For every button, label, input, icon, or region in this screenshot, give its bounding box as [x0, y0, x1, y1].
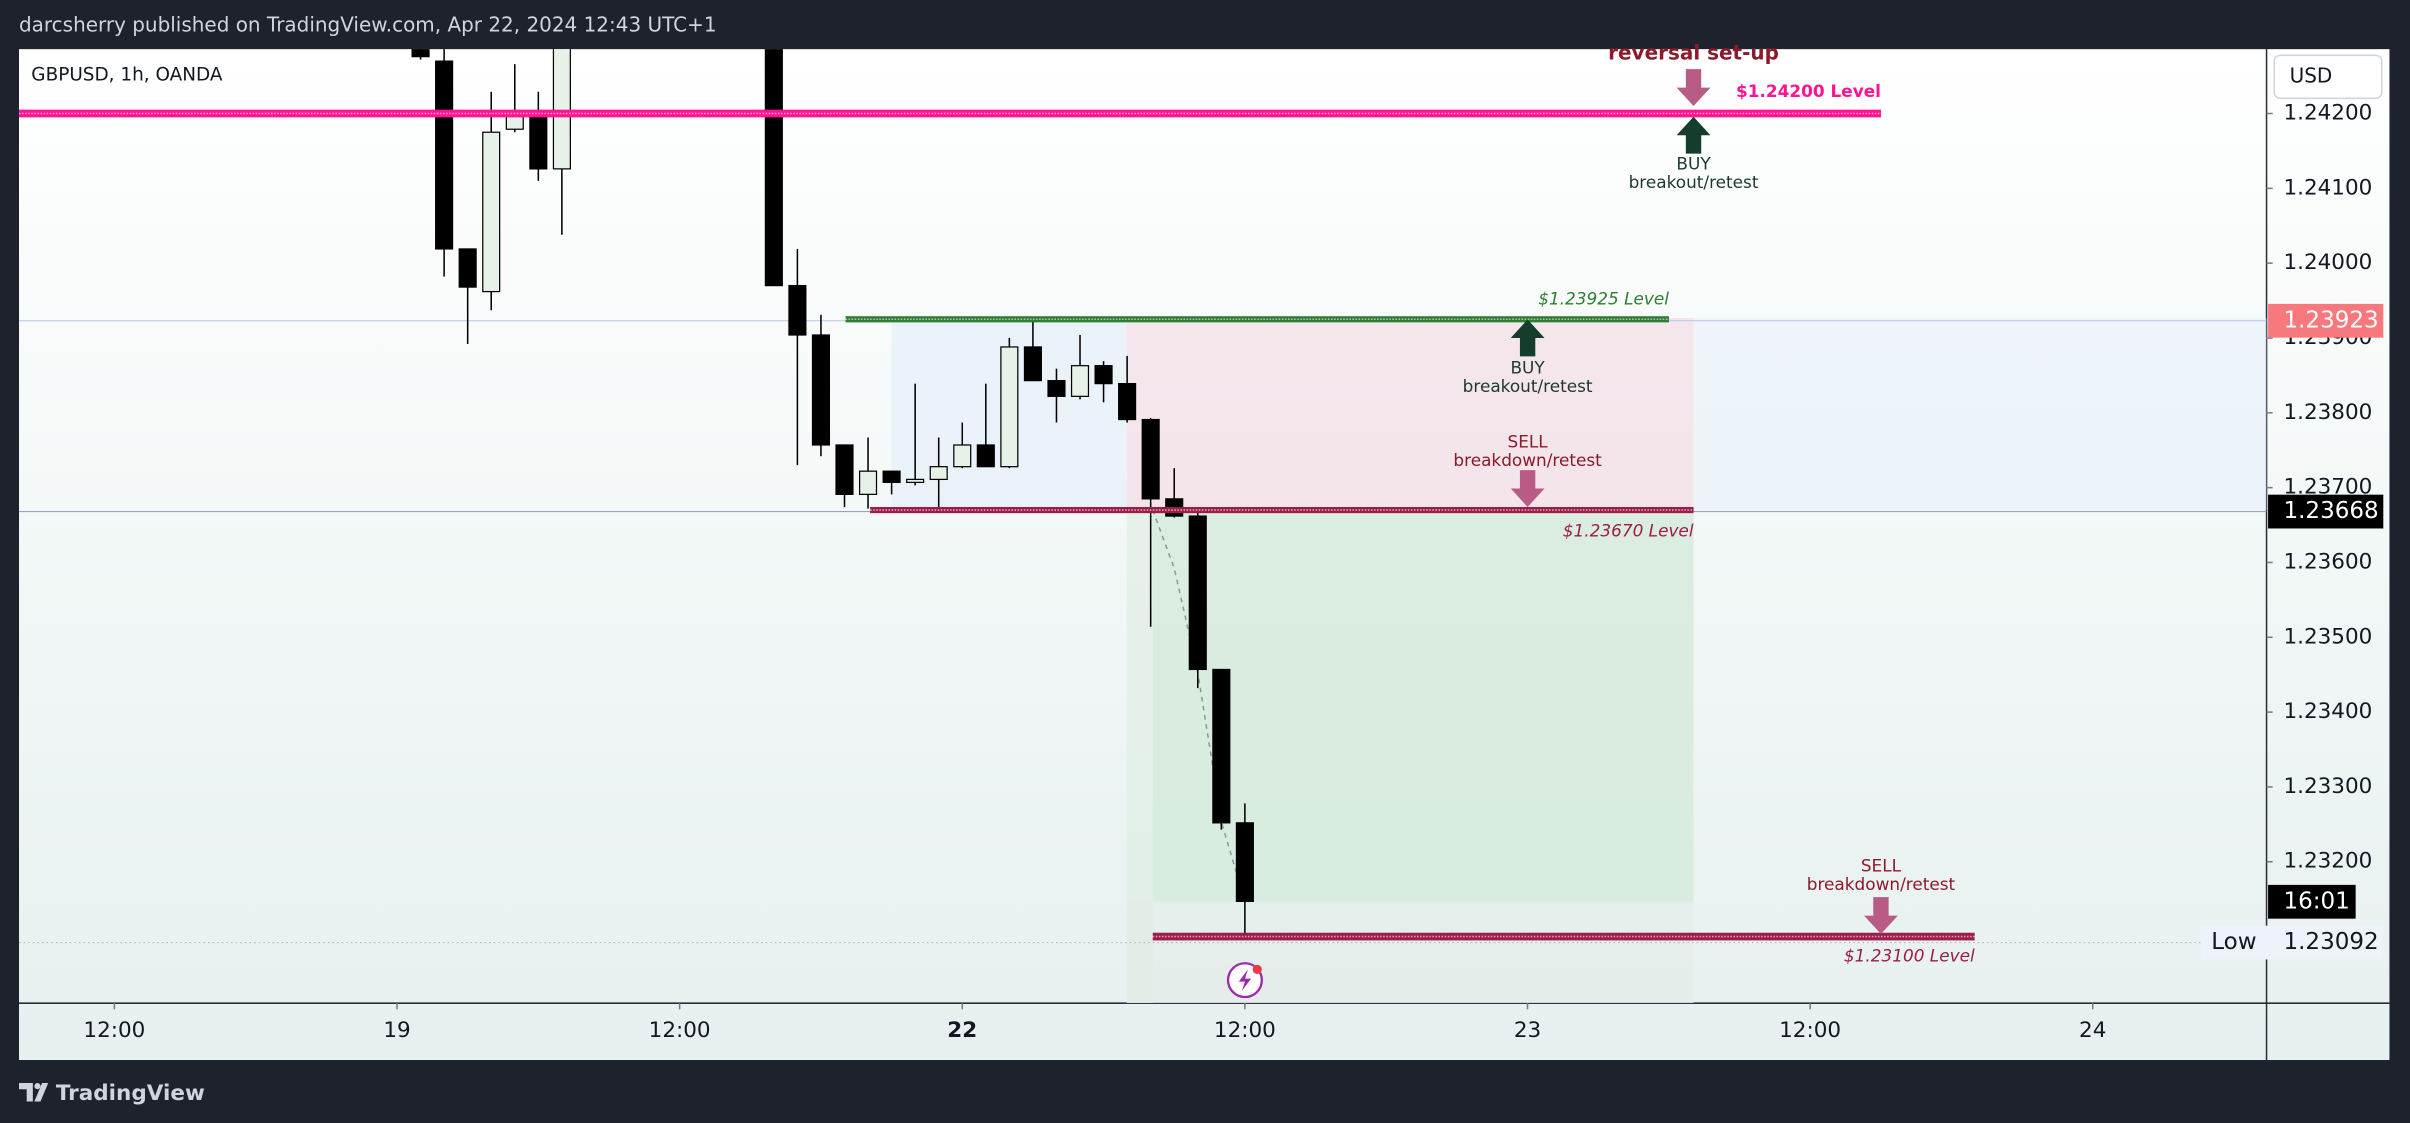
currency-button[interactable]: [2273, 54, 2383, 100]
candle-body: [1047, 380, 1066, 397]
x-tick-label: 24: [2079, 1018, 2106, 1043]
range-extension: [1693, 318, 2267, 511]
candle-body: [411, 49, 430, 58]
price-tag: [2268, 494, 2384, 529]
candle-body: [1023, 346, 1042, 382]
price-tag-label: 1.23923: [2283, 307, 2378, 333]
candle-body: [1070, 365, 1090, 397]
candle-body: [458, 248, 477, 288]
x-tick-label: 12:00: [649, 1018, 711, 1043]
level-label: $1.23670 Level: [1563, 521, 1694, 541]
y-tick-label: 1.23200: [2283, 849, 2372, 874]
y-tick-label: 1.23500: [2283, 624, 2372, 649]
y-tick-label: 1.24200: [2283, 101, 2372, 126]
annotation-text: breakout/retest: [1629, 172, 1759, 192]
level-label: $1.23925 Level: [1538, 288, 1669, 308]
candle-body: [529, 115, 548, 170]
risk-box: [1126, 318, 1694, 511]
candle-body: [953, 444, 972, 468]
countdown-tag: [2268, 884, 2356, 919]
candle-body: [1235, 822, 1254, 903]
arrow: [1676, 116, 1711, 154]
candle-body: [505, 115, 524, 130]
candle-body: [788, 284, 807, 336]
x-tick-label: 12:00: [83, 1018, 145, 1043]
y-tick-label: 1.23800: [2283, 400, 2372, 425]
x-tick-label: 22: [947, 1018, 977, 1043]
low-tag-label: 1.23092: [2283, 929, 2378, 955]
candle-body: [1141, 418, 1160, 500]
candle-body: [976, 444, 995, 468]
candle-body: [882, 470, 901, 484]
level-line: [1152, 932, 1975, 941]
level-label: $1.24200 Level: [1736, 81, 1881, 101]
countdown: 16:01: [2283, 888, 2349, 914]
brand: TradingView: [56, 1081, 205, 1106]
arrow: [1510, 319, 1545, 357]
annotation-text: BUY: [1510, 358, 1545, 378]
arrow: [1510, 470, 1545, 507]
plot: [19, 49, 2267, 1004]
annotation-text: breakdown/retest: [1807, 874, 1956, 894]
x-tick-label: 19: [383, 1018, 410, 1043]
arrow: [1676, 69, 1711, 107]
candle-body: [1118, 383, 1137, 421]
y-tick-label: 1.23300: [2283, 774, 2372, 799]
low-tag-name: Low: [2211, 929, 2256, 955]
symbol: GBPUSD, 1h, OANDA: [31, 64, 223, 85]
candle-body: [1188, 515, 1207, 671]
annotation-text: breakout/retest: [1463, 376, 1593, 396]
annotation-text: reversal set-up: [1608, 40, 1779, 64]
candle-body: [858, 470, 878, 495]
publisher: darcsherry published on TradingView.com,…: [19, 13, 717, 37]
target-box-lower: [1126, 901, 1694, 1004]
candle-body: [552, 49, 571, 170]
annotation-text: breakdown/retest: [1453, 450, 1602, 470]
x-tick-label: 12:00: [1779, 1018, 1841, 1043]
brand-logo: [19, 1083, 49, 1102]
candle-body: [906, 478, 925, 484]
y-tick-label: 1.24000: [2283, 250, 2372, 275]
candle-body: [435, 60, 454, 250]
candle-body: [482, 131, 501, 293]
currency[interactable]: USD: [2290, 63, 2333, 87]
low-tag-box: [2200, 925, 2384, 960]
y-tick-label: 1.23400: [2283, 699, 2372, 724]
candle-body: [811, 334, 831, 446]
x-tick-label: 23: [1514, 1018, 1541, 1043]
price-tag: [2268, 303, 2384, 338]
candle-body: [764, 49, 783, 287]
annotation-text: SELL: [1861, 855, 1902, 875]
price-tag-label: 1.23668: [2283, 498, 2378, 524]
y-tick-label: 1.24100: [2283, 175, 2372, 200]
annotation-text: BUY: [1676, 153, 1711, 173]
annotation-text: SELL: [1508, 431, 1549, 451]
candle-body: [929, 466, 948, 481]
target-box: [1152, 510, 1694, 902]
level-label: $1.23100 Level: [1844, 946, 1975, 966]
bar-replay-icon[interactable]: [1226, 962, 1263, 999]
candle-body: [835, 444, 854, 495]
x-tick-label: 12:00: [1214, 1018, 1276, 1043]
y-tick-label: 1.23600: [2283, 549, 2372, 574]
candle-body: [1094, 365, 1113, 385]
candle-body: [1212, 668, 1231, 824]
candle-body: [1000, 346, 1019, 468]
arrow: [1864, 897, 1898, 935]
